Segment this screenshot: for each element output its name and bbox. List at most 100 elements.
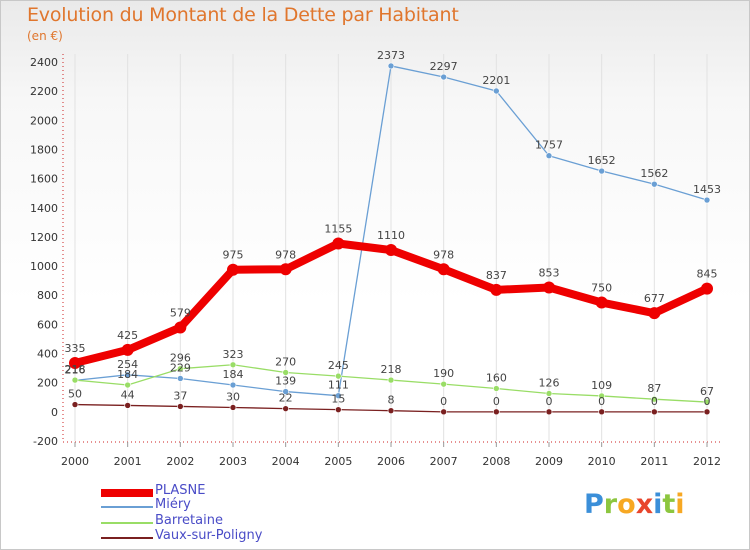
series-point-0 xyxy=(490,283,503,296)
data-label-3: 15 xyxy=(331,393,345,406)
logo-letter: P xyxy=(584,489,604,520)
series-point-1 xyxy=(387,62,395,70)
data-label-1: 2373 xyxy=(377,49,405,62)
logo-letter: i xyxy=(653,489,663,520)
y-tick-label: 400 xyxy=(37,348,58,361)
data-label-1: 2297 xyxy=(430,60,458,73)
data-label-3: 22 xyxy=(279,392,293,405)
data-label-2: 270 xyxy=(275,355,296,368)
logo-letter: x xyxy=(635,489,654,520)
data-label-3: 8 xyxy=(388,394,395,407)
y-tick-label: 2400 xyxy=(30,56,58,69)
series-point-3 xyxy=(703,408,711,416)
x-tick-label: 2002 xyxy=(166,455,194,468)
data-label-1: 1562 xyxy=(640,167,668,180)
legend-swatch xyxy=(101,506,153,508)
series-point-1 xyxy=(229,381,237,389)
data-label-2: 184 xyxy=(117,368,138,381)
legend-label: Vaux-sur-Poligny xyxy=(155,528,263,543)
data-label-2: 218 xyxy=(381,363,402,376)
data-label-1: 229 xyxy=(170,361,191,374)
data-label-3: 0 xyxy=(546,395,553,408)
series-point-1 xyxy=(335,392,342,399)
series-point-0 xyxy=(543,281,555,294)
series-point-0 xyxy=(648,307,661,320)
series-point-1 xyxy=(440,73,447,81)
data-label-1: 184 xyxy=(223,368,244,381)
series-point-0 xyxy=(69,357,81,370)
series-point-3 xyxy=(387,407,395,414)
proxiti-logo: Proxiti xyxy=(584,489,685,520)
series-point-1 xyxy=(651,180,658,188)
series-point-0 xyxy=(227,263,239,276)
y-tick-label: 1400 xyxy=(30,202,58,215)
series-point-0 xyxy=(701,282,713,295)
data-label-2: 109 xyxy=(591,379,612,392)
series-point-3 xyxy=(493,408,500,416)
data-label-0: 1110 xyxy=(377,229,405,242)
data-label-1: 216 xyxy=(65,363,86,376)
chart-title: Evolution du Montant de la Dette par Hab… xyxy=(27,4,459,26)
series-point-2 xyxy=(598,392,605,400)
data-label-3: 0 xyxy=(598,395,605,408)
x-tick-label: 2010 xyxy=(588,455,616,468)
series-point-1 xyxy=(545,152,553,160)
x-tick-label: 2005 xyxy=(324,455,352,468)
series-point-2 xyxy=(703,398,711,406)
series-point-2 xyxy=(387,376,395,384)
legend-label: PLASNE xyxy=(155,483,206,498)
data-label-2: 190 xyxy=(433,367,454,380)
logo-letter: o xyxy=(617,489,636,520)
series-point-0 xyxy=(279,263,292,276)
series-point-1 xyxy=(124,371,131,379)
data-label-2: 218 xyxy=(65,363,86,376)
series-point-2 xyxy=(440,380,447,388)
series-point-3 xyxy=(229,404,237,411)
series-point-3 xyxy=(282,405,289,412)
data-label-2: 87 xyxy=(647,382,661,395)
data-label-3: 0 xyxy=(493,395,500,408)
y-tick-label: 1600 xyxy=(30,173,58,186)
data-label-2: 245 xyxy=(328,359,349,372)
series-point-3 xyxy=(124,402,131,409)
y-tick-label: 1800 xyxy=(30,143,58,156)
legend-swatch xyxy=(101,537,153,539)
x-tick-label: 2003 xyxy=(219,455,247,468)
series-point-3 xyxy=(598,408,605,416)
x-tick-label: 2006 xyxy=(377,455,405,468)
series-point-1 xyxy=(282,388,289,395)
series-point-3 xyxy=(71,401,79,408)
logo-letter: i xyxy=(675,489,685,520)
data-label-1: 1652 xyxy=(588,154,616,167)
series-point-0 xyxy=(332,237,345,250)
series-point-3 xyxy=(651,408,658,416)
data-label-3: 0 xyxy=(440,395,447,408)
series-point-1 xyxy=(493,87,500,95)
data-label-1: 254 xyxy=(117,358,138,371)
legend-label: Miéry xyxy=(155,497,191,512)
series-point-2 xyxy=(651,395,658,403)
y-tick-label: 2200 xyxy=(30,85,58,98)
data-label-3: 50 xyxy=(68,388,82,401)
data-label-1: 1757 xyxy=(535,139,563,152)
y-tick-label: 0 xyxy=(51,406,58,419)
data-label-1: 1453 xyxy=(693,183,721,196)
series-point-3 xyxy=(440,408,447,416)
data-label-0: 335 xyxy=(65,342,86,355)
series-point-0 xyxy=(595,296,608,309)
data-label-0: 750 xyxy=(591,282,612,295)
y-tick-label: 2000 xyxy=(30,114,58,127)
series-point-2 xyxy=(282,369,289,376)
data-label-0: 978 xyxy=(275,248,296,261)
data-label-2: 126 xyxy=(539,376,560,389)
series-point-1 xyxy=(703,196,711,204)
data-label-0: 853 xyxy=(539,267,560,280)
data-label-2: 160 xyxy=(486,372,507,385)
x-tick-label: 2001 xyxy=(114,455,142,468)
series-point-1 xyxy=(177,375,184,382)
data-label-0: 837 xyxy=(486,269,507,282)
x-tick-label: 2008 xyxy=(482,455,510,468)
series-point-0 xyxy=(121,343,134,356)
data-label-0: 677 xyxy=(644,292,665,305)
